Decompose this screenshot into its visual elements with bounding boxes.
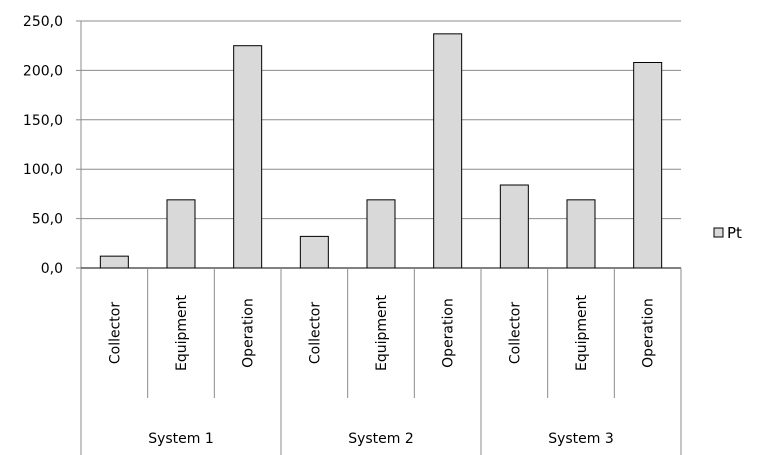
legend-swatch xyxy=(713,227,724,238)
y-tick-label: 150,0 xyxy=(23,113,63,129)
x-axis xyxy=(76,20,682,455)
y-tick-label: 250,0 xyxy=(23,14,63,30)
x-category-label: Operation xyxy=(241,298,257,368)
x-category-label: Equipment xyxy=(374,294,390,371)
gridlines xyxy=(81,20,681,220)
bar xyxy=(299,235,329,269)
bar xyxy=(99,255,129,269)
x-category-label: Collector xyxy=(307,302,323,364)
y-tick-label: 200,0 xyxy=(23,63,63,79)
x-group-label: System 2 xyxy=(348,431,414,447)
category-labels: Collector Equipment Operation Collector Equi… xyxy=(107,294,656,371)
bars xyxy=(99,33,663,269)
x-category-label: Collector xyxy=(107,302,123,364)
bar xyxy=(499,184,529,269)
legend: Pt xyxy=(713,224,742,242)
x-category-label: Operation xyxy=(641,298,657,368)
x-category-label: Collector xyxy=(507,302,523,364)
legend-label: Pt xyxy=(727,224,742,242)
x-group-label: System 3 xyxy=(548,431,614,447)
x-category-label: Operation xyxy=(441,298,457,368)
x-category-label: Equipment xyxy=(174,294,190,371)
bar xyxy=(433,33,463,269)
bar xyxy=(566,199,596,269)
x-category-label: Equipment xyxy=(574,294,590,371)
y-tick-label: 0,0 xyxy=(41,261,63,277)
y-axis-tick-labels: 0,0 50,0 100,0 150,0 200,0 250,0 xyxy=(23,14,63,277)
group-labels: System 1 System 2 System 3 xyxy=(148,431,614,447)
y-tick-label: 100,0 xyxy=(23,162,63,178)
y-tick-label: 50,0 xyxy=(32,212,63,228)
bar xyxy=(233,45,263,269)
bar xyxy=(166,199,196,269)
x-group-label: System 1 xyxy=(148,431,214,447)
bar xyxy=(366,199,396,269)
bar xyxy=(633,61,663,269)
